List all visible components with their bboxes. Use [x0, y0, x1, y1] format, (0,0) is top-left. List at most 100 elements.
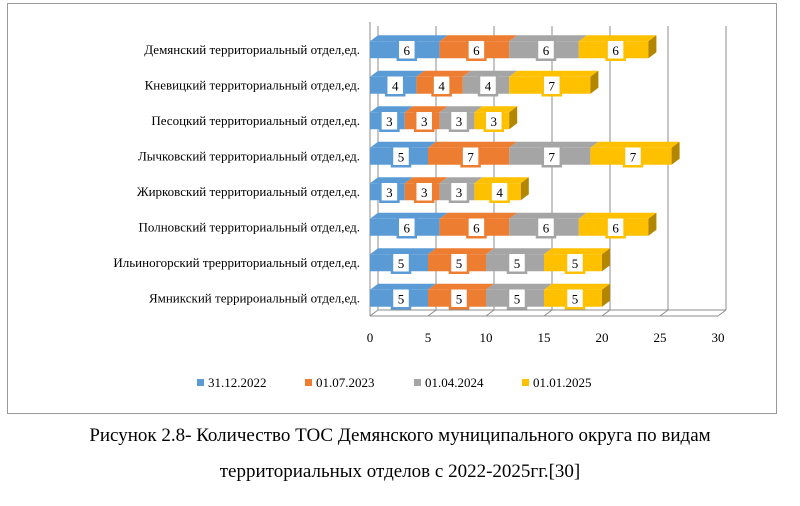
bar-top-face: [428, 248, 494, 255]
bar-top-face: [486, 248, 552, 255]
bar-side-face: [520, 177, 529, 201]
bar-top-face: [416, 70, 471, 77]
data-label-box: [466, 216, 487, 239]
data-label: 5: [456, 256, 463, 271]
gridline-floor: [369, 309, 379, 317]
category-label: Лычковский территориальный отдел,ед.: [138, 148, 360, 163]
data-label: 7: [467, 149, 474, 164]
x-tick-label: 30: [712, 330, 725, 345]
data-label: 6: [473, 43, 480, 58]
data-label-box: [477, 74, 499, 97]
data-label: 6: [543, 43, 550, 58]
figure-caption: Рисунок 2.8- Количество ТОС Демянского м…: [0, 418, 800, 490]
x-tick-label: 10: [480, 330, 493, 345]
data-label-box: [379, 109, 400, 132]
legend-label: 01.01.2025: [533, 375, 592, 390]
data-label-box: [489, 180, 510, 203]
gridline-floor: [659, 309, 669, 317]
bar-side-face: [509, 106, 518, 130]
bar-top-face: [590, 141, 680, 148]
data-label-box: [448, 180, 470, 203]
data-label: 5: [572, 291, 579, 306]
data-label-box: [564, 251, 586, 274]
data-label: 5: [456, 291, 463, 306]
data-label-box: [535, 216, 557, 239]
x-tick-label: 20: [596, 330, 609, 345]
data-label-box: [622, 145, 644, 168]
bar-top-face: [370, 70, 425, 77]
gridline-floor: [601, 309, 611, 317]
data-label-box: [564, 287, 586, 310]
data-label-box: [466, 38, 487, 61]
data-label: 5: [398, 149, 405, 164]
legend-swatch: [305, 379, 312, 386]
gridline-floor: [717, 309, 727, 317]
legend-label: 31.12.2022: [208, 375, 267, 390]
data-label: 3: [386, 185, 393, 200]
data-label-box: [535, 38, 557, 61]
bar-top-face: [509, 35, 587, 42]
legend-label: 01.04.2024: [425, 375, 484, 390]
data-label: 3: [421, 185, 428, 200]
data-label: 3: [386, 114, 393, 129]
bar-top-face: [509, 70, 599, 77]
data-label-box: [506, 251, 528, 274]
data-label: 6: [543, 220, 550, 235]
category-label: Ямникский террироиальный отдел,ед.: [149, 290, 360, 305]
bar-top-face: [439, 35, 518, 42]
data-label-box: [396, 38, 418, 61]
data-label-box: [605, 216, 626, 239]
category-label: Кневицкий территориальный отдел,ед.: [145, 77, 360, 92]
bar-top-face: [370, 283, 436, 290]
data-label-box: [541, 145, 563, 168]
data-label-box: [431, 74, 452, 97]
data-label: 6: [404, 220, 411, 235]
bar-top-face: [462, 70, 518, 77]
bar-top-face: [428, 283, 494, 290]
data-label: 3: [456, 114, 463, 129]
bar-side-face: [602, 248, 610, 272]
bar-top-face: [544, 248, 610, 255]
data-label: 7: [630, 149, 637, 164]
data-label-box: [460, 145, 481, 168]
data-label: 6: [473, 220, 480, 235]
category-label: Ильиногорский трерриториальный отдел,ед.: [113, 255, 360, 270]
x-tick-label: 15: [538, 330, 551, 345]
bar-top-face: [509, 141, 599, 148]
chart-frame: 0 5 10 15 20 25 30 Демянский территориальный от…: [7, 3, 777, 414]
data-label-box: [396, 216, 418, 239]
x-tick-label: 25: [654, 330, 667, 345]
data-label: 5: [398, 291, 405, 306]
data-label: 6: [404, 43, 411, 58]
data-label-box: [384, 74, 406, 97]
gridline-floor: [485, 309, 495, 317]
data-label-box: [390, 251, 412, 274]
x-tick-label: 0: [367, 330, 374, 345]
gridline-floor: [427, 309, 437, 317]
bar-top-face: [439, 212, 518, 219]
bar-top-face: [428, 141, 518, 148]
category-label: Демянский территориальный отдел,ед.: [144, 42, 360, 57]
bar-top-face: [486, 283, 552, 290]
data-label: 6: [612, 43, 619, 58]
data-label-box: [483, 109, 505, 132]
data-label: 4: [438, 78, 445, 93]
data-label: 3: [456, 185, 463, 200]
data-label: 7: [549, 78, 556, 93]
gridline-floor: [543, 309, 553, 317]
stacked-bar-chart: 0 5 10 15 20 25 30 Демянский территориальный от…: [113, 22, 727, 390]
data-label-box: [506, 287, 528, 310]
bar-top-face: [370, 212, 448, 219]
data-label: 6: [612, 220, 619, 235]
category-label: Песоцкий территориальный отдел,ед.: [151, 113, 360, 128]
bar-top-face: [578, 35, 657, 42]
bar-side-face: [671, 141, 680, 165]
data-label-box: [605, 38, 626, 61]
legend-swatch: [414, 379, 421, 386]
data-label: 5: [514, 291, 521, 306]
x-tick-label: 5: [425, 330, 432, 345]
legend-swatch: [522, 379, 529, 386]
bar-side-face: [648, 212, 657, 236]
data-label-box: [448, 251, 470, 274]
category-label: Жирковский территориальный отдел,ед.: [137, 184, 360, 199]
